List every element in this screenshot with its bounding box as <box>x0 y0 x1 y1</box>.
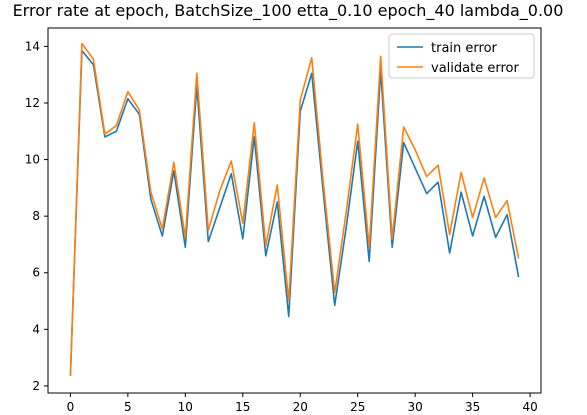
y-tick-label: 12 <box>25 96 40 110</box>
x-tick-label: 30 <box>408 400 423 414</box>
x-tick-label: 0 <box>67 400 75 414</box>
x-tick-label: 5 <box>124 400 132 414</box>
x-tick-label: 35 <box>465 400 480 414</box>
y-axis: 2 4 6 8 10 12 14 <box>25 39 48 393</box>
series-line-1 <box>69 42 520 377</box>
x-tick-label: 40 <box>522 400 537 414</box>
legend-box <box>388 33 535 79</box>
x-tick-label: 20 <box>293 400 308 414</box>
y-tick-label: 2 <box>32 379 40 393</box>
legend-label: train error <box>431 41 498 56</box>
series-layer <box>69 42 520 377</box>
legend: train error validate error <box>388 33 535 79</box>
y-tick-label: 10 <box>25 153 40 167</box>
y-tick-label: 8 <box>32 209 40 223</box>
y-tick-label: 14 <box>25 39 40 53</box>
plot-frame <box>47 27 542 394</box>
x-tick-label: 10 <box>178 400 193 414</box>
y-tick-label: 6 <box>32 266 40 280</box>
x-tick-label: 15 <box>235 400 250 414</box>
x-axis: 0 5 10 15 20 25 30 35 40 <box>67 393 538 414</box>
chart-title: Error rate at epoch, BatchSize_100 etta_… <box>13 1 564 21</box>
x-tick-label: 25 <box>350 400 365 414</box>
y-tick-label: 4 <box>32 322 40 336</box>
legend-label: validate error <box>431 61 519 76</box>
